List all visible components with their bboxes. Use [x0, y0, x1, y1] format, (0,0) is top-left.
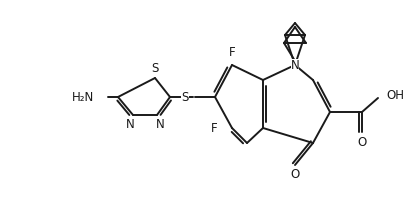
Text: OH: OH: [386, 89, 404, 102]
Text: H₂N: H₂N: [72, 90, 94, 103]
Text: S: S: [181, 90, 189, 103]
Text: N: N: [291, 59, 299, 71]
Text: O: O: [357, 136, 367, 149]
Text: F: F: [211, 122, 217, 135]
Text: N: N: [156, 118, 164, 131]
Text: O: O: [290, 169, 299, 181]
Text: S: S: [151, 62, 159, 75]
Text: N: N: [126, 118, 134, 131]
Text: F: F: [228, 46, 235, 59]
